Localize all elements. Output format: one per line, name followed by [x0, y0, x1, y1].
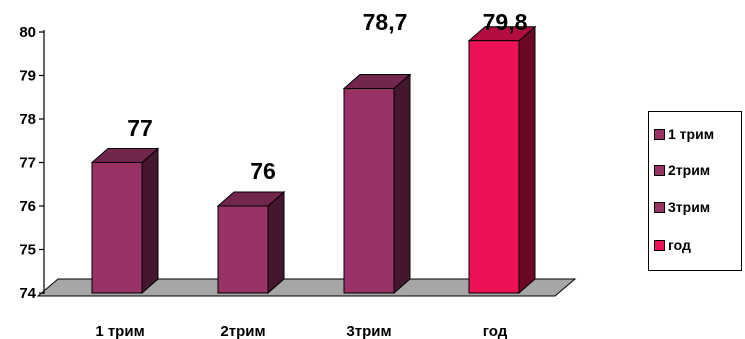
legend-item: 1 трим [654, 126, 714, 142]
y-tick-label: 78 [19, 111, 36, 128]
x-tick-label: 2трим [220, 323, 265, 339]
data-label: 78,7 [363, 9, 408, 35]
legend-label: 3трим [668, 199, 711, 215]
y-tick-label: 80 [19, 24, 36, 41]
y-tick-label: 75 [19, 242, 36, 259]
legend-swatch [654, 201, 665, 213]
legend-label: год [668, 237, 691, 253]
y-tick-label: 74 [19, 285, 36, 302]
legend-label: 2трим [668, 162, 711, 178]
legend-label: 1 трим [668, 126, 715, 142]
legend-swatch [654, 239, 665, 251]
y-tick-label: 77 [19, 155, 36, 172]
bar-side [267, 190, 285, 295]
bar [91, 162, 143, 294]
data-label: 76 [250, 158, 276, 184]
legend: 1 трим 2трим 3трим год [648, 111, 742, 271]
bar-side [518, 25, 536, 295]
legend-item: 2трим [654, 162, 710, 178]
bar-side [393, 73, 411, 295]
data-label: 79,8 [483, 9, 528, 35]
y-tick-label: 79 [19, 68, 36, 85]
x-tick-label: 1 трим [95, 323, 144, 339]
bar [217, 205, 269, 294]
data-label: 77 [127, 115, 153, 141]
legend-item: год [654, 237, 691, 253]
bar [468, 40, 520, 294]
bar [343, 88, 395, 294]
legend-item: 3трим [654, 199, 710, 215]
x-tick-label: 3трим [346, 323, 391, 339]
chart-floor [36, 278, 577, 297]
legend-swatch [654, 128, 665, 140]
x-tick-label: год [483, 323, 508, 339]
y-tick-label: 76 [19, 198, 36, 215]
legend-swatch [654, 164, 665, 176]
bar-side [141, 147, 159, 295]
